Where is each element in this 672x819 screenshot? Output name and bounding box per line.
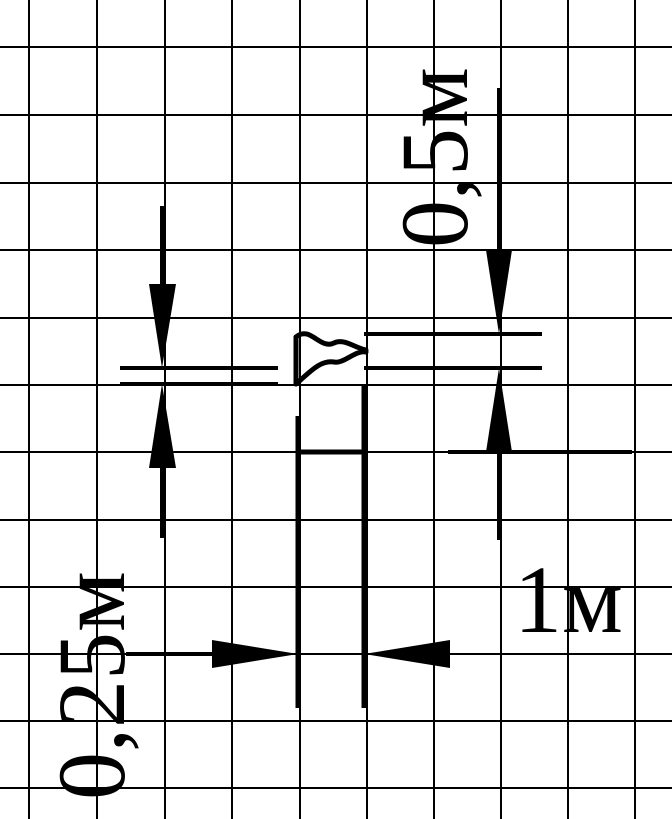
bottom-right-dimension-label: 1м [514, 546, 623, 653]
bottom-dimension-arrow-left [364, 640, 450, 668]
top-dimension-label: 0,5м [381, 67, 488, 248]
bottom-dimension-arrow-right [212, 640, 298, 668]
break-mark [296, 334, 366, 384]
left-dimension-arrow-up [149, 384, 176, 468]
right-dimension-arrow-down [486, 250, 512, 334]
left-dimension-label: 0,25м [38, 571, 145, 800]
left-dimension-arrow-down [149, 284, 176, 368]
left-horizontal-lines [120, 368, 278, 384]
vertical-posts [298, 384, 364, 708]
right-dimension-arrow-up [486, 368, 512, 452]
